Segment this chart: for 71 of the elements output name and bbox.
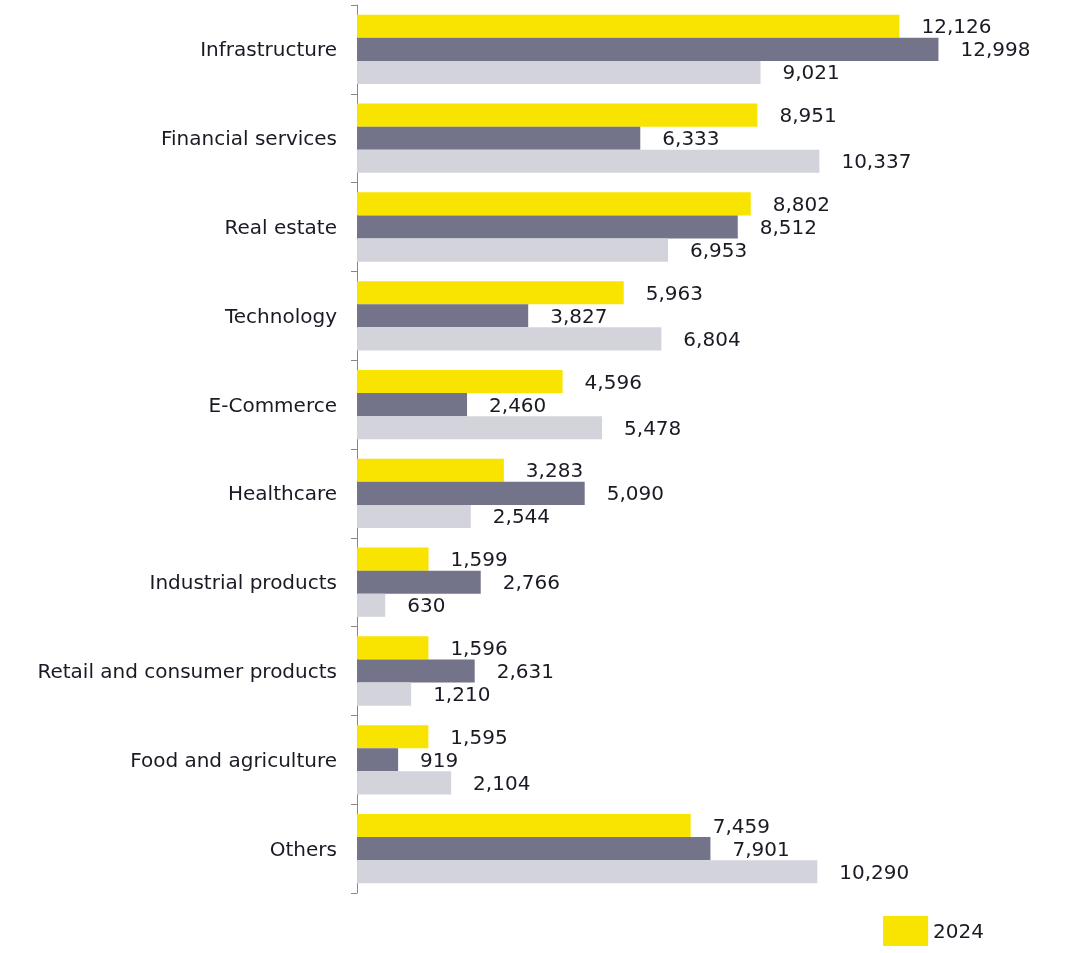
data-label: 1,595: [450, 724, 508, 749]
data-label: 3,827: [550, 303, 608, 328]
data-label: 6,333: [662, 126, 720, 151]
bar: [357, 636, 429, 660]
bar: [357, 369, 563, 394]
bar: [357, 570, 481, 594]
bar: [357, 126, 641, 150]
data-label: 2,460: [489, 392, 547, 417]
y-tick-label: Healthcare: [227, 481, 337, 506]
data-label: 2,766: [502, 570, 560, 595]
bar: [357, 327, 662, 351]
data-label: 919: [420, 747, 459, 772]
bar: [357, 416, 603, 440]
bar: [357, 281, 624, 305]
bar: [357, 813, 691, 838]
bar: [357, 659, 475, 683]
bar: [357, 504, 471, 529]
data-label: 1,599: [450, 547, 508, 572]
data-label: 1,210: [433, 682, 491, 707]
y-tick-label: Retail and consumer products: [37, 659, 337, 683]
data-label: 4,596: [584, 369, 642, 394]
bar: [357, 215, 738, 239]
y-tick-label: Others: [269, 836, 337, 861]
bar: [357, 682, 412, 706]
bar: [357, 748, 399, 772]
data-label: 10,337: [841, 149, 912, 174]
data-label: 8,951: [779, 103, 837, 128]
data-label: 1,596: [450, 635, 508, 660]
data-label: 3,283: [525, 458, 584, 483]
y-tick-label: Real estate: [224, 215, 337, 239]
bar: [357, 149, 820, 173]
y-tick-label: Financial services: [161, 126, 337, 151]
data-label: 7,901: [732, 836, 790, 861]
legend-label: 2024: [933, 919, 985, 943]
bar: [357, 60, 761, 85]
bar: [357, 37, 939, 61]
data-label: 5,090: [606, 481, 664, 506]
bar: [357, 860, 818, 884]
bar: [357, 192, 751, 216]
data-label: 6,804: [683, 326, 741, 351]
bar: [357, 103, 758, 127]
data-label: 5,963: [645, 280, 704, 305]
bar: [357, 481, 585, 505]
data-label: 10,290: [839, 859, 910, 884]
bar: [357, 725, 429, 749]
data-label: 2,544: [492, 504, 551, 529]
y-tick-label: Food and agriculture: [130, 747, 337, 772]
y-tick-label: Infrastructure: [200, 37, 337, 62]
y-tick-label: E-Commerce: [208, 392, 337, 417]
data-label: 7,459: [712, 813, 770, 838]
bar: [357, 771, 452, 795]
bar: [357, 393, 468, 417]
bar: [357, 304, 529, 328]
data-label: 2,104: [473, 770, 531, 795]
bar: [357, 458, 504, 482]
data-label: 5,478: [624, 415, 682, 440]
y-tick-label: Technology: [223, 303, 338, 328]
bar: [357, 837, 711, 861]
data-label: 12,998: [960, 37, 1031, 62]
y-tick-label: Industrial products: [149, 570, 337, 595]
bar: [357, 14, 900, 38]
bar: [357, 593, 386, 617]
data-label: 2,631: [496, 659, 554, 683]
data-label: 12,126: [921, 14, 992, 39]
bar: [357, 547, 429, 571]
data-label: 8,802: [772, 191, 831, 216]
data-label: 9,021: [782, 60, 840, 85]
data-label: 8,512: [759, 215, 818, 239]
bar: [357, 238, 669, 262]
data-label: 6,953: [690, 238, 748, 263]
data-label: 630: [407, 593, 446, 618]
